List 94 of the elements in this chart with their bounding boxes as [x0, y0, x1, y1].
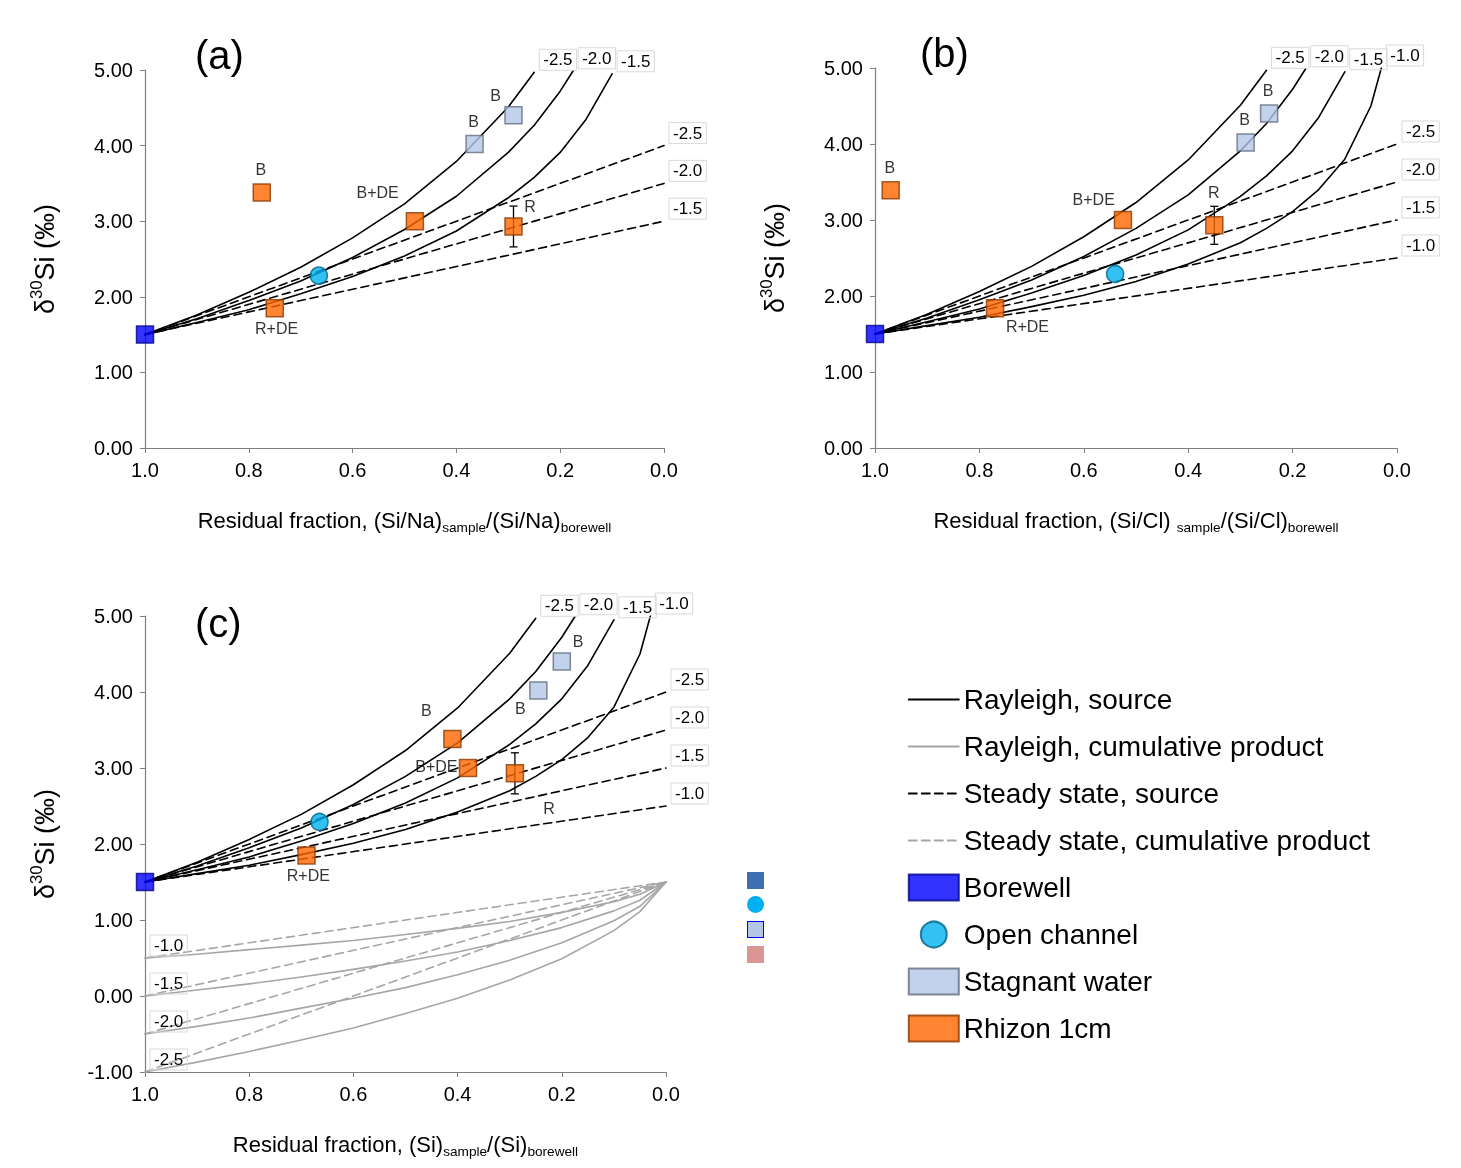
data-label: B [1262, 82, 1274, 100]
y-tick-label: 3.00 [94, 757, 133, 779]
chart-title: (a) [195, 33, 244, 77]
x-tick-label: 0.6 [338, 459, 367, 481]
y-tick-label: 1.00 [94, 909, 133, 931]
annotation: -2.5 [1406, 122, 1436, 141]
x-tick-label: 0.8 [235, 1083, 264, 1105]
annotation: -1.5 [675, 746, 705, 765]
annotation: -1.5 [673, 199, 703, 219]
y-tick-label: 3.00 [824, 209, 863, 231]
data-label: B+DE [356, 184, 399, 202]
data-label: R+DE [1005, 317, 1050, 335]
legend-label: Stagnant water [963, 966, 1153, 997]
x-tick-label: 0.2 [547, 1083, 576, 1105]
annotation: -2.5 [1275, 48, 1305, 68]
x-tick-label: 0.0 [652, 1083, 680, 1105]
y-tick-label: 4.00 [824, 133, 863, 155]
x-tick-label: 0.0 [650, 459, 678, 481]
legend-label: Rayleigh, source [963, 684, 1173, 715]
annotation: -1.5 [622, 597, 653, 617]
data-label: R [524, 197, 536, 215]
annotation: -1.5 [1353, 49, 1384, 69]
data-label: B [572, 632, 584, 650]
y-tick-label: 0.00 [94, 985, 133, 1007]
annotation: -2.0 [582, 48, 612, 68]
y-axis-title: δ30Si (‰) [756, 202, 791, 314]
x-tick-label: 1.0 [131, 1083, 159, 1105]
annotation: -2.0 [583, 594, 614, 614]
chart-title: (c) [195, 601, 242, 645]
x-tick-label: 0.4 [443, 1083, 472, 1105]
annotation: -2.0 [675, 708, 705, 727]
annotation: -2.0 [673, 161, 703, 181]
annotation: -2.5 [544, 596, 575, 616]
y-tick-label: 4.00 [94, 681, 133, 703]
y-tick-label: 5.00 [94, 59, 133, 81]
annotation: -2.5 [675, 670, 705, 689]
y-tick-label: 0.00 [94, 437, 133, 459]
x-tick-label: 0.6 [1069, 459, 1098, 481]
annotation: -1.5 [1406, 198, 1436, 217]
annotation: -2.0 [1314, 46, 1344, 66]
y-tick-label: -1.00 [87, 1061, 133, 1083]
data-label: B [490, 86, 501, 104]
annotation: -2.5 [154, 1050, 184, 1069]
y-tick-label: 3.00 [94, 210, 133, 233]
annotation: -1.0 [1406, 236, 1436, 255]
legend-label: Rhizon 1cm [963, 1013, 1112, 1044]
x-tick-label: 1.0 [861, 459, 889, 481]
y-axis-title: δ30Si (‰) [26, 203, 61, 315]
data-label: B [884, 159, 896, 177]
y-tick-label: 2.00 [94, 285, 133, 308]
data-label: B [468, 112, 479, 130]
legend-label: Steady state, source [963, 778, 1220, 809]
annotation: -1.5 [154, 974, 184, 993]
annotation: -1.0 [154, 936, 184, 955]
data-label: B+DE [1072, 191, 1115, 209]
x-tick-label: 0.8 [965, 459, 994, 481]
y-axis-title: δ30Si (‰) [26, 788, 61, 900]
legend-label: Borewell [963, 872, 1072, 903]
legend-label: Steady state, cumulative product [963, 825, 1371, 856]
legend-label: Rayleigh, cumulative product [963, 731, 1324, 762]
annotation: -1.0 [1390, 46, 1420, 65]
chart-title: (b) [920, 31, 969, 75]
x-tick-label: 0.0 [1383, 459, 1411, 481]
data-label: R [1208, 184, 1220, 202]
data-label: B [515, 699, 526, 717]
annotation: -1.5 [621, 51, 651, 71]
y-tick-label: 2.00 [94, 833, 133, 855]
y-tick-label: 5.00 [94, 605, 133, 627]
annotation: -2.5 [673, 123, 703, 143]
data-label: R [543, 800, 555, 818]
y-tick-label: 1.00 [824, 361, 863, 383]
y-tick-label: 2.00 [824, 285, 863, 307]
x-tick-label: 0.6 [339, 1083, 368, 1105]
data-label: B [255, 161, 267, 179]
data-label: R+DE [255, 319, 299, 337]
y-tick-label: 5.00 [824, 57, 863, 79]
x-tick-label: 0.8 [234, 459, 263, 481]
annotation: -1.0 [675, 784, 705, 803]
data-label: R+DE [286, 867, 330, 885]
annotation: -1.0 [659, 594, 689, 613]
x-tick-label: 0.4 [1174, 459, 1203, 481]
legend-label: Open channel [963, 919, 1139, 950]
data-label: B [1239, 111, 1251, 129]
annotation: -2.0 [154, 1012, 184, 1031]
y-tick-label: 0.00 [824, 437, 863, 459]
data-label: B [421, 702, 432, 720]
annotation: -2.5 [543, 50, 573, 70]
x-tick-label: 1.0 [131, 459, 159, 481]
y-tick-label: 4.00 [94, 134, 133, 157]
annotation: -2.0 [1406, 160, 1436, 179]
y-tick-label: 1.00 [94, 361, 133, 384]
x-tick-label: 0.4 [442, 459, 471, 481]
x-tick-label: 0.2 [546, 459, 575, 481]
x-tick-label: 0.2 [1278, 459, 1307, 481]
